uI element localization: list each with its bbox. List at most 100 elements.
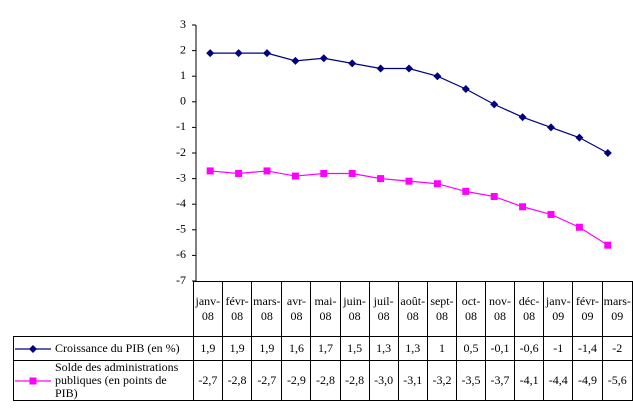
category-label: janv-08: [192, 281, 223, 337]
point: [519, 203, 527, 211]
point: [461, 85, 470, 93]
y-tick-label: -6: [176, 247, 186, 261]
point: [376, 64, 385, 73]
point: [490, 100, 499, 109]
category-label: févr-08: [221, 281, 253, 337]
y-tick-label: 1: [180, 68, 186, 82]
value-label: 1: [426, 336, 458, 361]
point: [603, 149, 612, 157]
point: [348, 59, 357, 68]
point: [234, 49, 243, 58]
legend-cell: Solde des administrations publiques (en …: [13, 360, 194, 401]
category-label: juin-08: [339, 281, 370, 337]
value-label: -3,2: [426, 360, 458, 401]
point: [433, 180, 441, 188]
data-table: janv-08 févr-08 mars-08 avr-08 mai-08 juin-08…: [13, 281, 633, 401]
value-label: -0,6: [514, 336, 545, 361]
category-label: juil-08: [368, 281, 399, 337]
point: [462, 187, 470, 195]
point: [319, 54, 328, 63]
value-label: 1,7: [310, 336, 341, 361]
value-label: -2,8: [339, 360, 370, 401]
value-label: -5,6: [601, 360, 633, 401]
point: [575, 223, 583, 231]
legend-swatch: [15, 377, 51, 384]
y-tick-label: -1: [176, 119, 186, 133]
category-label: nov-08: [484, 281, 516, 337]
legend-swatch: [15, 344, 51, 353]
category-label: août-08: [397, 281, 428, 337]
point: [547, 123, 555, 132]
category-label: sept-08: [426, 281, 458, 337]
series-row: Croissance du PIB (en %) 1,9 1,9 1,9 1,6 1,7 1…: [13, 336, 633, 361]
series-row: Solde des administrations publiques (en …: [13, 360, 633, 401]
value-label: 1,9: [192, 336, 223, 361]
point: [206, 49, 215, 58]
point: [29, 344, 37, 353]
value-label: -3,5: [456, 360, 486, 401]
value-label: -2,9: [281, 360, 312, 401]
point: [575, 133, 584, 142]
category-label: janv-09: [543, 281, 574, 337]
y-tick-label: -7: [176, 273, 186, 287]
header-row: janv-08 févr-08 mars-08 avr-08 mai-08 juin-08…: [13, 281, 633, 337]
value-label: -2,8: [310, 360, 341, 401]
value-label: 1,3: [368, 336, 399, 361]
point: [291, 172, 299, 180]
value-label: -1,4: [572, 336, 603, 361]
point: [405, 64, 413, 73]
category-label: mars-08: [251, 281, 283, 337]
value-label: 1,9: [251, 336, 283, 361]
value-label: 1,9: [221, 336, 253, 361]
point: [29, 377, 37, 384]
y-tick-label: -3: [176, 170, 186, 184]
value-label: -4,4: [543, 360, 574, 401]
legend-entry: Solde des administrations publiques (en …: [15, 360, 192, 400]
point: [405, 177, 413, 185]
value-label: -2: [601, 336, 633, 361]
value-label: -3,1: [397, 360, 428, 401]
y-tick-label: 0: [180, 94, 186, 108]
point: [235, 169, 243, 177]
category-label: déc-08: [514, 281, 545, 337]
point: [348, 169, 356, 177]
point: [320, 169, 328, 177]
y-tick-label: -2: [176, 145, 186, 159]
legend-label: Croissance du PIB (en %): [55, 341, 180, 355]
category-label: mars-09: [601, 281, 633, 337]
value-label: -2,7: [251, 360, 283, 401]
point: [490, 193, 498, 201]
value-label: 1,3: [397, 336, 428, 361]
blank-cell: [13, 281, 194, 337]
value-label: -4,1: [514, 360, 545, 401]
point: [291, 56, 300, 65]
value-label: -1: [543, 336, 574, 361]
value-label: -0,1: [484, 336, 516, 361]
point: [547, 210, 555, 218]
y-tick-label: 2: [180, 42, 186, 56]
point: [263, 167, 271, 175]
category-label: févr-09: [572, 281, 603, 337]
category-label: mai-08: [310, 281, 341, 337]
value-label: -4,9: [572, 360, 603, 401]
category-label: oct-08: [456, 281, 486, 337]
value-label: 1,6: [281, 336, 312, 361]
point: [377, 175, 385, 183]
legend-entry: Croissance du PIB (en %): [15, 342, 192, 355]
value-label: 0,5: [456, 336, 486, 361]
legend-label: Solde des administrations publiques (en …: [55, 360, 179, 400]
point: [604, 241, 612, 249]
value-label: -3,0: [368, 360, 399, 401]
category-label: avr-08: [281, 281, 312, 337]
y-tick-label: -5: [176, 222, 186, 236]
value-label: -2,7: [192, 360, 223, 401]
value-label: -3,7: [484, 360, 516, 401]
value-label: -2,8: [221, 360, 253, 401]
point: [263, 49, 271, 58]
point: [518, 113, 527, 122]
y-tick-label: 3: [180, 17, 186, 31]
value-label: 1,5: [339, 336, 370, 361]
point: [206, 167, 214, 175]
